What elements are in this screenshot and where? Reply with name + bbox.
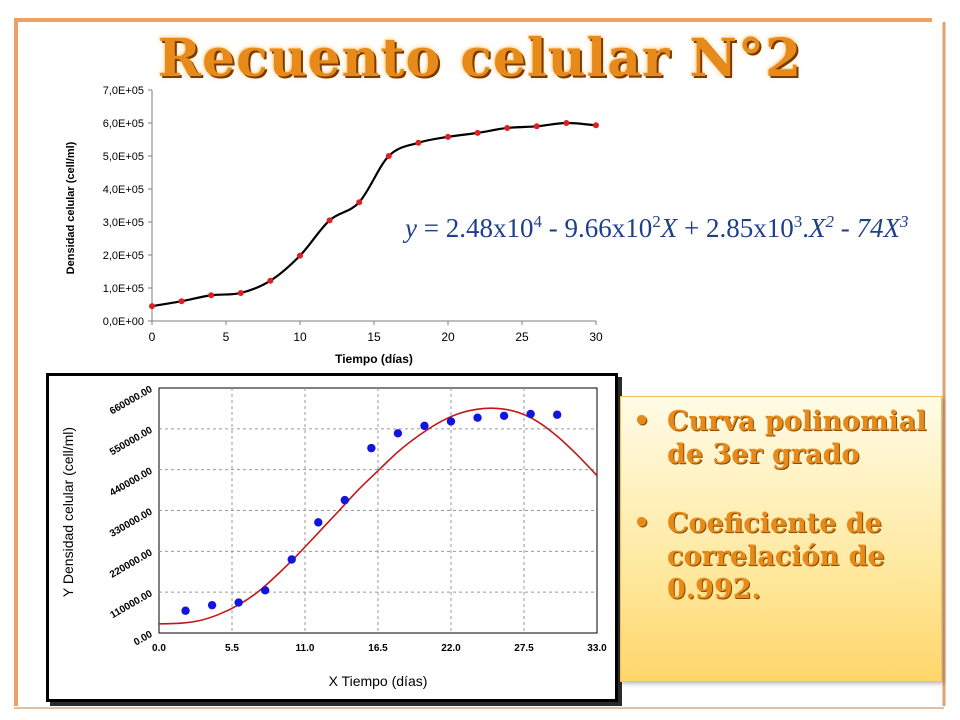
chart1-data-point: [267, 277, 274, 284]
formula-term-2-var: X: [660, 213, 678, 243]
chart1-data-point: [385, 153, 392, 159]
chart1-y-tick-label: 1,0E+05: [103, 283, 144, 295]
chart2-data-point: [234, 598, 243, 607]
bullet-icon: •: [633, 508, 651, 539]
formula-term-1-exp: 4: [533, 212, 542, 231]
chart1-x-tick-label: 0: [149, 330, 156, 344]
chart1-y-tick-label: 3,0E+05: [103, 217, 144, 229]
chart2-x-tick-label: 11.0: [296, 643, 315, 654]
chart1-data-point: [445, 133, 451, 140]
chart1-y-tick-label: 5,0E+05: [103, 151, 144, 163]
chart1-y-tick-label: 6,0E+05: [103, 118, 144, 130]
chart2-y-tick-label: 440000.00: [108, 466, 155, 499]
chart2-y-tick-label: 660000.00: [108, 384, 155, 417]
chart1-data-point: [208, 292, 215, 299]
chart2-data-point: [552, 410, 562, 419]
note-item-text: Curva polinomial de 3er grado: [667, 406, 927, 470]
chart1-trend-line: [151, 121, 597, 308]
chart1-x-tick-label: 30: [589, 330, 603, 344]
chart2-fit-curve: [159, 407, 597, 625]
chart1-data-point: [237, 289, 244, 296]
chart1-data-point: [533, 123, 540, 130]
chart1-x-label: Tiempo (días): [335, 352, 413, 366]
chart1-data-point: [178, 298, 185, 305]
chart2-data-point: [181, 606, 190, 615]
chart1-data-point: [593, 122, 599, 129]
chart1-data-point: [326, 217, 333, 224]
formula-term-4: 74X: [856, 213, 900, 243]
slide-title: Recuento celular N°2: [157, 28, 803, 89]
chart2-data-point: [314, 518, 323, 527]
chart2-y-tick-label: 220000.00: [108, 547, 155, 580]
formula-term-3-var-exp: 2: [825, 212, 834, 231]
formula-lhs: y: [405, 213, 417, 243]
chart2-y-label: Y Densidad celular (cell/ml): [60, 427, 76, 597]
formula-term-3-var: X: [808, 213, 826, 243]
chart1-y-tick-label: 0,0E+00: [103, 316, 144, 328]
chart1-y-tick-label: 4,0E+05: [103, 184, 144, 196]
chart2-x-tick-label: 16.5: [368, 643, 388, 654]
chart2-data-point: [367, 443, 376, 453]
chart1-data-point: [563, 120, 570, 126]
note-item-text: Coeficiente de correlación de 0.992.: [667, 508, 885, 605]
chart2-data-point: [287, 555, 296, 564]
chart2-y-tick-label: 110000.00: [109, 588, 155, 621]
chart2-x-tick-label: 0.0: [152, 643, 166, 654]
chart2-data-point: [473, 413, 482, 422]
chart2-data-point: [420, 421, 429, 431]
chart2-data-point: [340, 495, 350, 505]
formula-term-1: 2.48x10: [445, 213, 534, 243]
chart1-x-tick-label: 20: [441, 330, 455, 344]
chart2-data-point: [499, 411, 509, 421]
chart2-data-point: [393, 429, 403, 438]
formula-term-3: 2.85x10: [705, 213, 794, 243]
note-item: • Curva polinomial de 3er grado: [621, 405, 941, 471]
chart2-data-point: [446, 417, 456, 426]
chart2-data-point: [526, 409, 535, 419]
chart2-x-tick-label: 27.5: [514, 643, 534, 654]
polynomial-fit-chart: 0.00110000.00220000.00330000.00440000.00…: [60, 384, 607, 689]
chart1-x-tick-label: 25: [515, 330, 529, 344]
chart1-data-point: [149, 303, 155, 310]
chart1-data-point: [504, 124, 511, 131]
bullet-icon: •: [633, 406, 651, 437]
conclusions-note: • Curva polinomial de 3er grado • Coeficie…: [620, 396, 942, 682]
chart1-data-point: [297, 252, 303, 259]
formula-term-3-exp: 3: [793, 212, 803, 231]
polynomial-fit-panel: 0.00 110000.00 220000.00 330000.00 440000.00…: [46, 373, 618, 702]
chart2-y-tick-label: 330000.00: [108, 506, 155, 539]
chart2-x-tick-label: 5.5: [225, 643, 239, 654]
chart1-x-tick-label: 15: [367, 330, 381, 344]
chart2-x-label: X Tiempo (días): [329, 673, 428, 689]
note-item: • Coeficiente de correlación de 0.992.: [621, 507, 941, 606]
regression-formula: y = 2.48x104 - 9.66x102X + 2.85x103.X2 -…: [405, 212, 909, 243]
cell-count-chart: 0,0E+00 1,0E+05 2,0E+05 3,0E+05 4,0E+05 5,0E+…: [65, 85, 603, 366]
chart2-y-tick-label: 550000.00: [108, 425, 155, 458]
chart1-y-tick-label: 7,0E+05: [103, 85, 144, 97]
chart2-data-point: [207, 600, 217, 610]
chart1-data-point: [415, 139, 422, 146]
chart2-x-tick-label: 22.0: [441, 643, 461, 654]
chart2-data-point: [260, 586, 270, 595]
chart2-x-tick-label: 33.0: [587, 643, 607, 654]
chart1-y-label: Densidad celular (cell/ml): [65, 141, 77, 274]
chart1-data-point: [356, 199, 363, 206]
chart1-x-tick-label: 10: [293, 330, 307, 344]
chart1-x-tick-label: 5: [223, 330, 230, 344]
formula-term-4-exp: 3: [899, 212, 909, 231]
formula-term-2: 9.66x10: [564, 213, 653, 243]
formula-term-2-exp: 2: [652, 212, 661, 231]
chart1-y-tick-label: 2,0E+05: [103, 250, 144, 262]
chart1-data-point: [474, 129, 481, 136]
